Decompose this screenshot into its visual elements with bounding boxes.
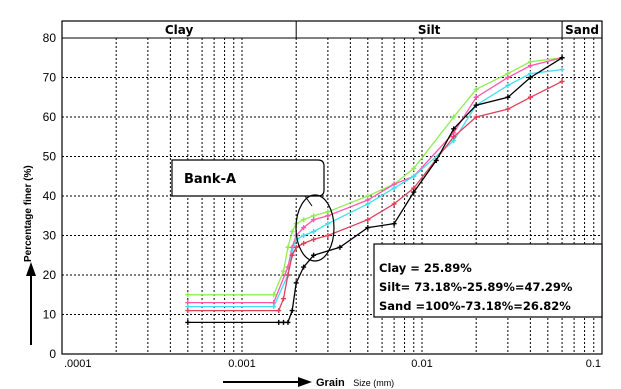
data-point	[280, 296, 286, 302]
data-point	[411, 189, 417, 195]
result-sand: Sand =100%-73.18%=26.82%	[379, 299, 571, 313]
data-point	[559, 78, 565, 84]
data-point	[301, 233, 307, 238]
band-label-clay: Clay	[165, 23, 194, 37]
series-line	[187, 57, 563, 304]
data-point	[325, 233, 331, 238]
data-point	[271, 304, 277, 310]
y-axis-label: Percentage finer (%)	[23, 165, 34, 262]
data-point	[276, 319, 282, 325]
data-point	[285, 272, 291, 278]
y-tick-label: 70	[43, 71, 57, 85]
band-label-silt: Silt	[418, 23, 441, 37]
x-tick-label: 0.1	[586, 358, 601, 370]
data-point	[311, 236, 317, 242]
data-point	[559, 67, 565, 73]
data-point	[293, 236, 299, 242]
data-point	[365, 201, 371, 207]
data-point	[271, 292, 277, 298]
series-lines	[185, 55, 565, 325]
data-point	[451, 134, 457, 140]
y-tick-labels: 0 10 20 30 40 50 60 70 80	[43, 31, 57, 361]
data-point	[280, 319, 286, 325]
data-point	[559, 55, 565, 61]
y-axis-label-text: Percentage finer (%)	[23, 165, 34, 262]
x-axis-label: Grain Size (mm)	[316, 373, 394, 389]
y-tick-label: 80	[43, 31, 57, 45]
data-point	[311, 229, 317, 235]
series-4	[185, 78, 565, 314]
y-tick-label: 0	[49, 347, 56, 361]
results-box: Clay = 25.89% Silt= 73.18%-25.89%=47.29%…	[373, 243, 603, 318]
data-point	[365, 225, 371, 231]
data-point	[276, 308, 282, 314]
data-point	[411, 173, 417, 179]
data-point	[325, 221, 331, 227]
data-point	[325, 213, 331, 219]
data-point	[527, 94, 533, 100]
data-point	[505, 82, 511, 88]
x-tick-label: 0.01	[411, 358, 432, 370]
data-point	[289, 308, 295, 314]
x-tick-label: .0001	[64, 358, 92, 370]
data-point	[301, 264, 307, 270]
data-point	[473, 86, 479, 92]
x-tick-label: 0.001	[228, 358, 256, 370]
data-point	[285, 244, 291, 250]
data-point	[391, 201, 397, 207]
data-point	[289, 252, 295, 258]
x-axis-label-main: Grain	[316, 377, 345, 389]
y-tick-label: 40	[43, 189, 57, 203]
data-point	[301, 225, 307, 231]
data-point	[505, 75, 511, 80]
data-point	[473, 94, 479, 100]
data-point	[473, 114, 479, 120]
series-5	[185, 55, 565, 325]
data-point	[301, 240, 307, 246]
data-point	[289, 229, 295, 235]
data-point	[451, 114, 457, 120]
y-axis-arrow-icon	[26, 262, 36, 345]
data-point	[505, 106, 511, 112]
bank-callout: Bank-A	[171, 159, 335, 262]
data-point	[301, 217, 307, 223]
data-point	[365, 217, 371, 223]
x-axis-arrow-icon	[223, 377, 312, 387]
data-point	[185, 308, 191, 314]
data-point	[433, 157, 439, 163]
result-silt: Silt= 73.18%-25.89%=47.29%	[379, 280, 573, 294]
data-point	[505, 94, 511, 100]
soil-class-bands: Clay Silt Sand	[165, 21, 599, 38]
band-label-sand: Sand	[565, 23, 599, 37]
data-point	[293, 280, 299, 286]
data-point	[391, 185, 397, 191]
data-point	[337, 244, 343, 250]
data-point	[527, 75, 533, 80]
data-point	[391, 221, 397, 227]
data-point	[411, 165, 417, 171]
plot-frame	[61, 20, 603, 355]
y-tick-label: 20	[43, 268, 57, 282]
data-point	[311, 217, 317, 223]
y-tick-label: 50	[43, 150, 57, 164]
result-clay: Clay = 25.89%	[379, 261, 472, 275]
data-point	[451, 126, 457, 132]
y-tick-label: 10	[43, 308, 57, 322]
x-tick-labels: .0001 0.001 0.01 0.1	[64, 358, 601, 370]
data-point	[185, 319, 191, 325]
callout-label: Bank-A	[184, 172, 236, 187]
y-tick-label: 30	[43, 229, 57, 243]
x-axis-label-unit: Size (mm)	[353, 378, 394, 388]
data-point	[280, 268, 286, 274]
data-point	[293, 244, 299, 250]
data-point	[311, 252, 317, 258]
y-tick-label: 60	[43, 110, 57, 124]
data-point	[473, 102, 479, 108]
data-point	[185, 292, 191, 298]
data-point	[527, 63, 533, 69]
data-point	[285, 319, 291, 325]
